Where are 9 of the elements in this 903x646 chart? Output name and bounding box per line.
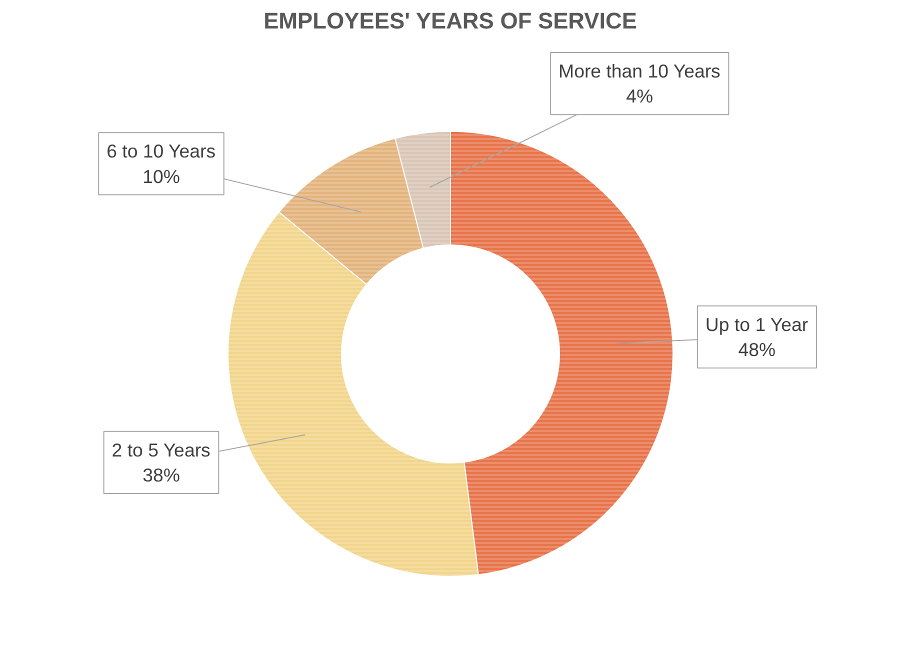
data-label: 38% (142, 464, 180, 486)
chart-title: EMPLOYEES' YEARS OF SERVICE (264, 8, 638, 34)
slice-label: More than 10 Years (558, 60, 720, 82)
data-label: 4% (626, 86, 654, 107)
slice-label: 2 to 5 Years (112, 439, 210, 460)
data-label: 10% (142, 166, 180, 187)
slice-label: 6 to 10 Years (106, 140, 216, 162)
slice-label: Up to 1 Year (705, 314, 808, 335)
data-label: 48% (738, 339, 776, 360)
